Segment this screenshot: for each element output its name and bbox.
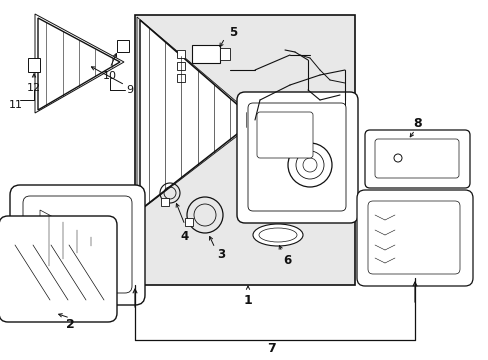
- Text: 5: 5: [228, 26, 237, 39]
- Bar: [177, 74, 184, 82]
- Text: 2: 2: [65, 319, 74, 332]
- FancyBboxPatch shape: [10, 185, 145, 305]
- Text: 9: 9: [126, 85, 133, 95]
- Polygon shape: [38, 18, 120, 110]
- Text: 1: 1: [243, 293, 252, 306]
- Bar: [192, 45, 220, 63]
- Text: 4: 4: [181, 230, 189, 243]
- Text: 10: 10: [103, 71, 117, 81]
- FancyBboxPatch shape: [237, 92, 357, 223]
- Bar: [184, 218, 193, 226]
- FancyBboxPatch shape: [364, 130, 469, 188]
- FancyBboxPatch shape: [367, 201, 459, 274]
- Text: 11: 11: [9, 100, 23, 110]
- Bar: [28, 58, 40, 72]
- Bar: [135, 15, 354, 285]
- Bar: [161, 198, 169, 206]
- Text: 7: 7: [267, 342, 276, 355]
- Ellipse shape: [252, 224, 303, 246]
- Polygon shape: [140, 20, 254, 210]
- Text: 3: 3: [217, 248, 224, 261]
- Ellipse shape: [259, 228, 296, 242]
- FancyBboxPatch shape: [23, 196, 132, 293]
- FancyBboxPatch shape: [374, 139, 458, 178]
- FancyBboxPatch shape: [356, 190, 472, 286]
- FancyBboxPatch shape: [257, 112, 312, 158]
- Text: 6: 6: [282, 253, 290, 266]
- Text: 8: 8: [413, 117, 422, 130]
- Bar: [177, 50, 184, 58]
- FancyBboxPatch shape: [247, 103, 346, 211]
- Bar: [117, 40, 129, 52]
- Bar: [220, 48, 229, 60]
- FancyBboxPatch shape: [0, 216, 117, 322]
- Bar: [177, 62, 184, 70]
- Text: 12: 12: [27, 83, 41, 93]
